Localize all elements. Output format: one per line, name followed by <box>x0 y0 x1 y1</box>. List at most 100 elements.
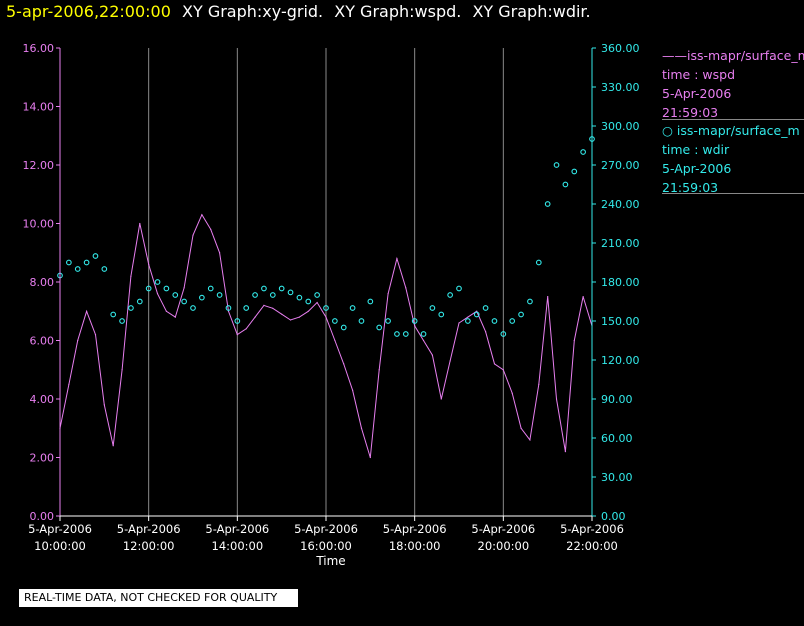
y-left-tick-label: 14.00 <box>23 101 55 114</box>
graph-title-wspd: XY Graph:wspd. <box>334 2 462 21</box>
wdir-point <box>456 285 462 292</box>
wspd-point <box>245 328 247 330</box>
legend-divider <box>662 119 804 120</box>
wdir-point <box>207 285 214 292</box>
wspd-point <box>414 325 416 327</box>
legend-wdir-var: time : wdir <box>662 142 730 157</box>
legend-wspd: ——iss-mapr/surface_m time : wspd 5-Apr-2… <box>662 46 804 122</box>
graph-title-xy-grid: XY Graph:xy-grid. <box>182 2 324 21</box>
y-right-tick-label: 30.00 <box>601 471 633 484</box>
x-tick-time: 16:00:00 <box>300 539 352 553</box>
x-axis-label: Time <box>315 554 345 568</box>
wdir-point <box>447 292 453 298</box>
y-right-tick-label: 150.00 <box>601 315 640 328</box>
y-right-tick-label: 300.00 <box>601 120 640 133</box>
wspd-point <box>156 293 159 295</box>
wspd-point <box>458 322 460 324</box>
wdir-point <box>234 318 241 324</box>
wdir-point <box>367 298 374 305</box>
wspd-series <box>59 213 593 459</box>
wdir-point <box>482 305 489 311</box>
wspd-point <box>219 252 221 254</box>
wdir-point <box>154 279 161 285</box>
axes-layer: 0.00 2.00 4.00 6.00 8.00 10.00 12.00 14.00 16.00… <box>23 42 640 553</box>
wdir-point <box>465 318 471 324</box>
wspd-point <box>272 307 274 309</box>
wdir-point <box>340 324 347 331</box>
wspd-point <box>334 339 336 342</box>
wdir-point <box>580 149 586 155</box>
y-left-tick-label: 10.00 <box>23 218 55 231</box>
wdir-point <box>119 318 125 324</box>
wdir-point <box>128 305 134 311</box>
title-bar: 5-apr-2006,22:00:00 XY Graph:xy-grid. XY… <box>6 2 591 21</box>
timestamp: 5-apr-2006,22:00:00 <box>6 2 171 21</box>
wdir-point <box>323 305 329 311</box>
quality-note: REAL-TIME DATA, NOT CHECKED FOR QUALITY <box>19 589 298 607</box>
wspd-point <box>431 354 433 356</box>
wspd-point <box>289 319 292 321</box>
wdir-point <box>553 162 560 168</box>
wspd-point <box>422 339 425 342</box>
x-tick-date: 5-Apr-2006 <box>383 522 447 536</box>
y-left-tick-label: 4.00 <box>30 393 55 406</box>
wdir-series <box>57 136 595 337</box>
wdir-point <box>92 253 99 259</box>
wdir-point <box>385 318 391 324</box>
legend-wspd-date: 5-Apr-2006 <box>662 86 732 101</box>
graph-title-wdir: XY Graph:wdir. <box>472 2 591 21</box>
y-left-tick-label: 16.00 <box>23 42 55 55</box>
wspd-point <box>511 392 513 394</box>
wspd-point <box>103 404 105 406</box>
x-tick-date: 5-Apr-2006 <box>560 522 624 536</box>
x-tick-date: 5-Apr-2006 <box>294 522 358 536</box>
x-tick-date: 5-Apr-2006 <box>205 522 269 536</box>
wdir-point <box>500 331 507 337</box>
legend-wspd-line: ——iss-mapr/surface_m <box>662 48 804 63</box>
wspd-point <box>369 456 371 459</box>
y-right-tick-label: 270.00 <box>601 159 640 172</box>
wdir-point <box>358 318 365 324</box>
x-tick-time: 14:00:00 <box>212 539 264 553</box>
wdir-point <box>181 298 187 305</box>
wspd-point <box>352 389 354 391</box>
wspd-point <box>298 316 300 318</box>
y-left-tick-label: 6.00 <box>30 335 55 348</box>
wspd-point <box>396 258 398 260</box>
wdir-point <box>429 305 436 311</box>
wdir-point <box>473 311 480 318</box>
y-right-tick-label: 120.00 <box>601 354 640 367</box>
wdir-point <box>110 311 117 318</box>
legend-wdir-time: 21:59:03 <box>662 180 719 195</box>
wspd-point <box>254 316 256 318</box>
y-right-tick-label: 240.00 <box>601 198 640 211</box>
wspd-point <box>440 398 442 400</box>
y-right-tick-label: 90.00 <box>601 393 633 406</box>
wspd-point <box>564 451 567 453</box>
wdir-point <box>243 305 250 311</box>
wdir-point <box>216 292 223 298</box>
wdir-point <box>136 298 143 305</box>
wdir-point <box>349 305 356 311</box>
legend-wspd-var: time : wspd <box>662 67 736 82</box>
wdir-point <box>527 298 533 305</box>
wdir-point <box>145 285 152 292</box>
x-tick-time: 22:00:00 <box>566 539 618 553</box>
wspd-point <box>582 296 584 298</box>
legend-wdir-date: 5-Apr-2006 <box>662 161 732 176</box>
wspd-point <box>485 331 487 333</box>
y-right-tick-label: 360.00 <box>601 42 640 55</box>
legend-wdir: ○ iss-mapr/surface_m time : wdir 5-Apr-2… <box>662 121 804 197</box>
wspd-point <box>493 363 496 365</box>
y-right-tick-label: 0.00 <box>601 510 626 523</box>
wspd-point <box>148 263 150 266</box>
y-right-tick-label: 60.00 <box>601 432 633 445</box>
wspd-point <box>112 445 114 447</box>
wdir-point <box>571 168 578 175</box>
x-tick-date: 5-Apr-2006 <box>117 522 181 536</box>
wspd-point <box>86 310 88 312</box>
y-right-tick-label: 330.00 <box>601 81 640 94</box>
wspd-point <box>263 304 265 306</box>
wspd-point <box>316 301 318 304</box>
